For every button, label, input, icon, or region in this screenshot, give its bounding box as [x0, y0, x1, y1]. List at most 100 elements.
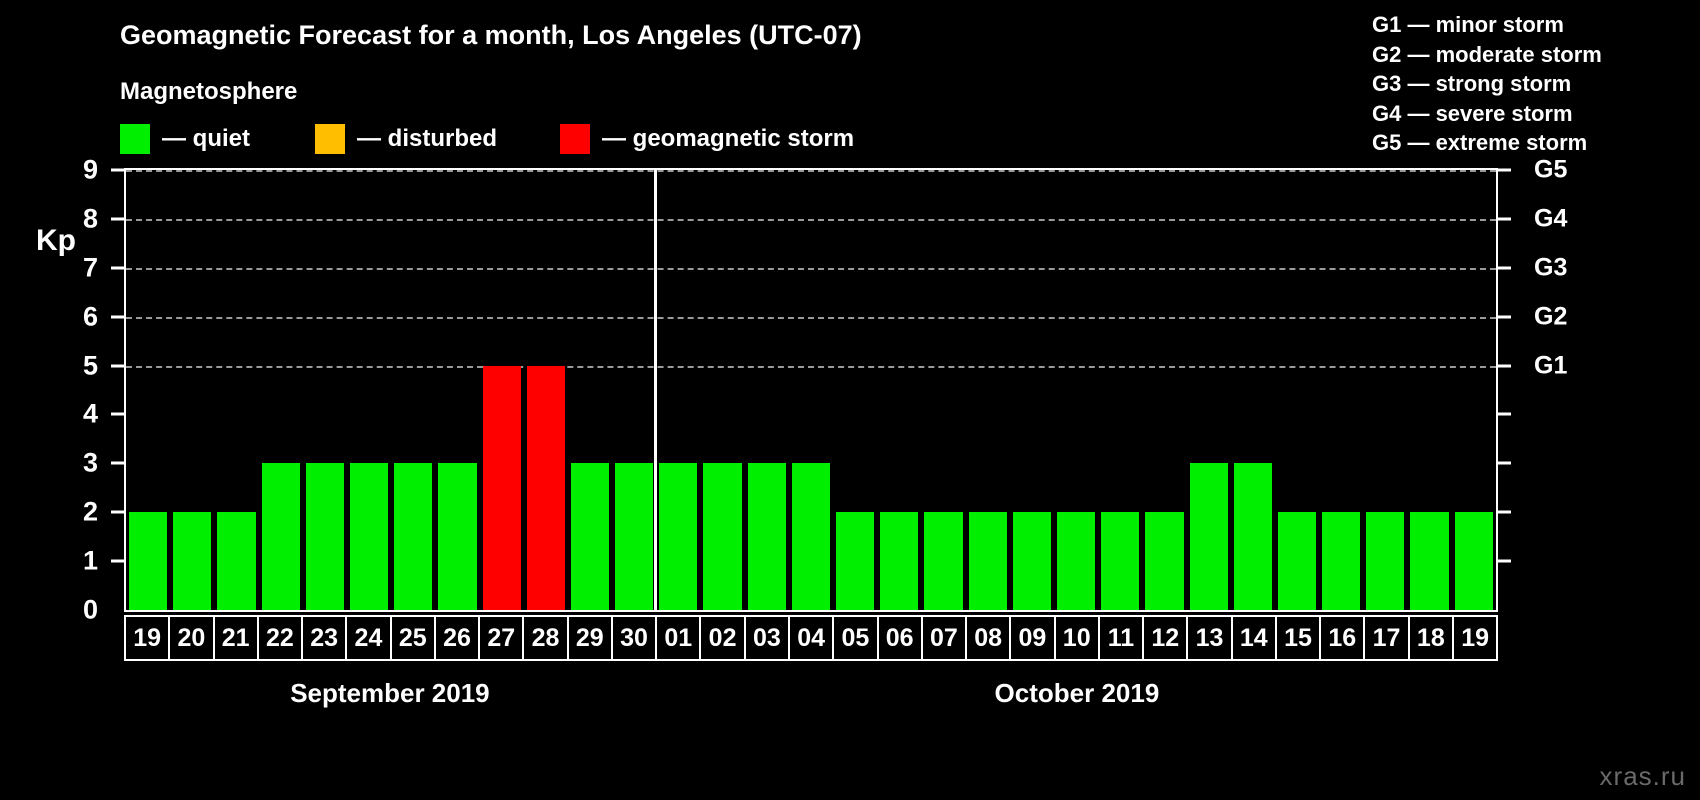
bar-cell[interactable]	[347, 170, 391, 610]
plot-area	[124, 168, 1498, 612]
bar-12	[1145, 512, 1184, 610]
bar-cell[interactable]	[877, 170, 921, 610]
bar-cell[interactable]	[568, 170, 612, 610]
day-cell-october-05[interactable]: 05	[834, 617, 879, 659]
day-cell-october-01[interactable]: 01	[657, 617, 702, 659]
bar-25	[394, 463, 433, 610]
bar-cell[interactable]	[1407, 170, 1451, 610]
day-cell-october-06[interactable]: 06	[879, 617, 923, 659]
day-cell-october-18[interactable]: 18	[1410, 617, 1454, 659]
bar-09	[1012, 512, 1051, 610]
day-cell-october-19[interactable]: 19	[1461, 623, 1489, 652]
bar-cell[interactable]	[966, 170, 1010, 610]
day-cell-september-24[interactable]: 24	[347, 617, 392, 659]
g-axis-minor-tick-1	[1498, 559, 1511, 563]
bar-cell[interactable]	[435, 170, 479, 610]
x-axis-days: 19 20 21 22 23 24 25 26 27 28 29 30 01 02 03 04 05 06 07 08…	[124, 615, 1498, 661]
bar-cell[interactable]	[745, 170, 789, 610]
legend-entry-geomagnetic-storm: — geomagnetic storm	[560, 122, 854, 156]
bar-cell[interactable]	[303, 170, 347, 610]
legend-entry-disturbed: — disturbed	[315, 122, 497, 156]
bar-01	[659, 463, 698, 610]
bar-cell[interactable]	[833, 170, 877, 610]
day-cell-october-13[interactable]: 13	[1188, 617, 1233, 659]
day-cell-october-15[interactable]: 15	[1277, 617, 1322, 659]
g-tick-mark-G3	[1498, 266, 1511, 270]
y-tick-mark-6	[111, 315, 124, 319]
bar-cell[interactable]	[612, 170, 656, 610]
day-cell-october-04[interactable]: 04	[790, 617, 835, 659]
day-cell-september-21[interactable]: 21	[215, 617, 259, 659]
day-cell-september-20[interactable]: 20	[170, 617, 215, 659]
y-tick-label-9: 9	[82, 154, 98, 185]
y-tick-label-3: 3	[82, 447, 98, 478]
day-cell-september-30[interactable]: 30	[613, 617, 658, 659]
bar-cell[interactable]	[1187, 170, 1231, 610]
day-cell-september-25[interactable]: 25	[392, 617, 436, 659]
bar-cell[interactable]	[170, 170, 214, 610]
y-tick-label-5: 5	[82, 350, 98, 381]
month-divider	[654, 168, 658, 612]
day-cell-september-27[interactable]: 27	[480, 617, 525, 659]
day-cell-september-29[interactable]: 29	[569, 617, 613, 659]
day-cell-october-10[interactable]: 10	[1056, 617, 1100, 659]
day-cell-october-08[interactable]: 08	[967, 617, 1012, 659]
bar-cell[interactable]	[214, 170, 258, 610]
bar-24	[349, 463, 389, 610]
bar-cell[interactable]	[1010, 170, 1054, 610]
bar-14	[1233, 463, 1272, 610]
bar-29	[570, 463, 610, 610]
day-cell-october-14[interactable]: 14	[1233, 617, 1277, 659]
bar-cell[interactable]	[1452, 170, 1496, 610]
bar-cell[interactable]	[789, 170, 833, 610]
gridline-kp-8	[126, 218, 1496, 221]
y-tick-label-4: 4	[82, 398, 98, 429]
g-axis-minor-tick-4	[1498, 412, 1511, 416]
bar-cell[interactable]	[656, 170, 700, 610]
day-cell-october-07[interactable]: 07	[923, 617, 968, 659]
day-cell-october-03[interactable]: 03	[746, 617, 790, 659]
day-cell-september-28[interactable]: 28	[524, 617, 569, 659]
bar-cell[interactable]	[1231, 170, 1275, 610]
bar-cell[interactable]	[1275, 170, 1319, 610]
bar-cell[interactable]	[259, 170, 303, 610]
y-tick-label-2: 2	[82, 496, 98, 527]
day-cell-october-11[interactable]: 11	[1100, 617, 1145, 659]
bar-17	[1366, 512, 1405, 610]
bar-cell[interactable]	[1363, 170, 1407, 610]
day-cell-september-26[interactable]: 26	[436, 617, 481, 659]
day-cell-october-09[interactable]: 09	[1011, 617, 1056, 659]
day-cell-september-19[interactable]: 19	[126, 617, 171, 659]
y-tick-mark-5	[111, 364, 124, 368]
bar-16	[1322, 512, 1361, 610]
legend-swatch-geomagnetic-storm	[560, 124, 590, 154]
bar-22	[261, 463, 300, 610]
bar-cell[interactable]	[391, 170, 435, 610]
g-axis-minor-tick-2	[1498, 510, 1511, 514]
day-cell-october-12[interactable]: 12	[1144, 617, 1189, 659]
day-cell-september-22[interactable]: 22	[259, 617, 304, 659]
bar-cell[interactable]	[1098, 170, 1142, 610]
legend-label-disturbed: — disturbed	[357, 125, 498, 152]
y-tick-label-6: 6	[82, 301, 98, 332]
bar-cell[interactable]	[126, 170, 170, 610]
day-cell-october-17[interactable]: 17	[1365, 617, 1410, 659]
bar-cell[interactable]	[1054, 170, 1098, 610]
bar-02	[703, 463, 742, 610]
chart-subtitle: Magnetosphere	[120, 78, 298, 105]
y-tick-mark-8	[111, 217, 124, 221]
g-tick-label-G1: G1	[1534, 351, 1568, 380]
bar-cell[interactable]	[700, 170, 744, 610]
day-cell-october-02[interactable]: 02	[701, 617, 746, 659]
bar-18	[1410, 512, 1449, 610]
bar-cell[interactable]	[480, 170, 524, 610]
day-cell-october-16[interactable]: 16	[1321, 617, 1366, 659]
bar-cell[interactable]	[524, 170, 568, 610]
bar-cell[interactable]	[1142, 170, 1186, 610]
bar-cell[interactable]	[1319, 170, 1363, 610]
gridline-kp-9	[126, 170, 1496, 172]
bar-cell[interactable]	[921, 170, 965, 610]
day-cell-september-23[interactable]: 23	[303, 617, 348, 659]
bar-07	[924, 512, 963, 610]
